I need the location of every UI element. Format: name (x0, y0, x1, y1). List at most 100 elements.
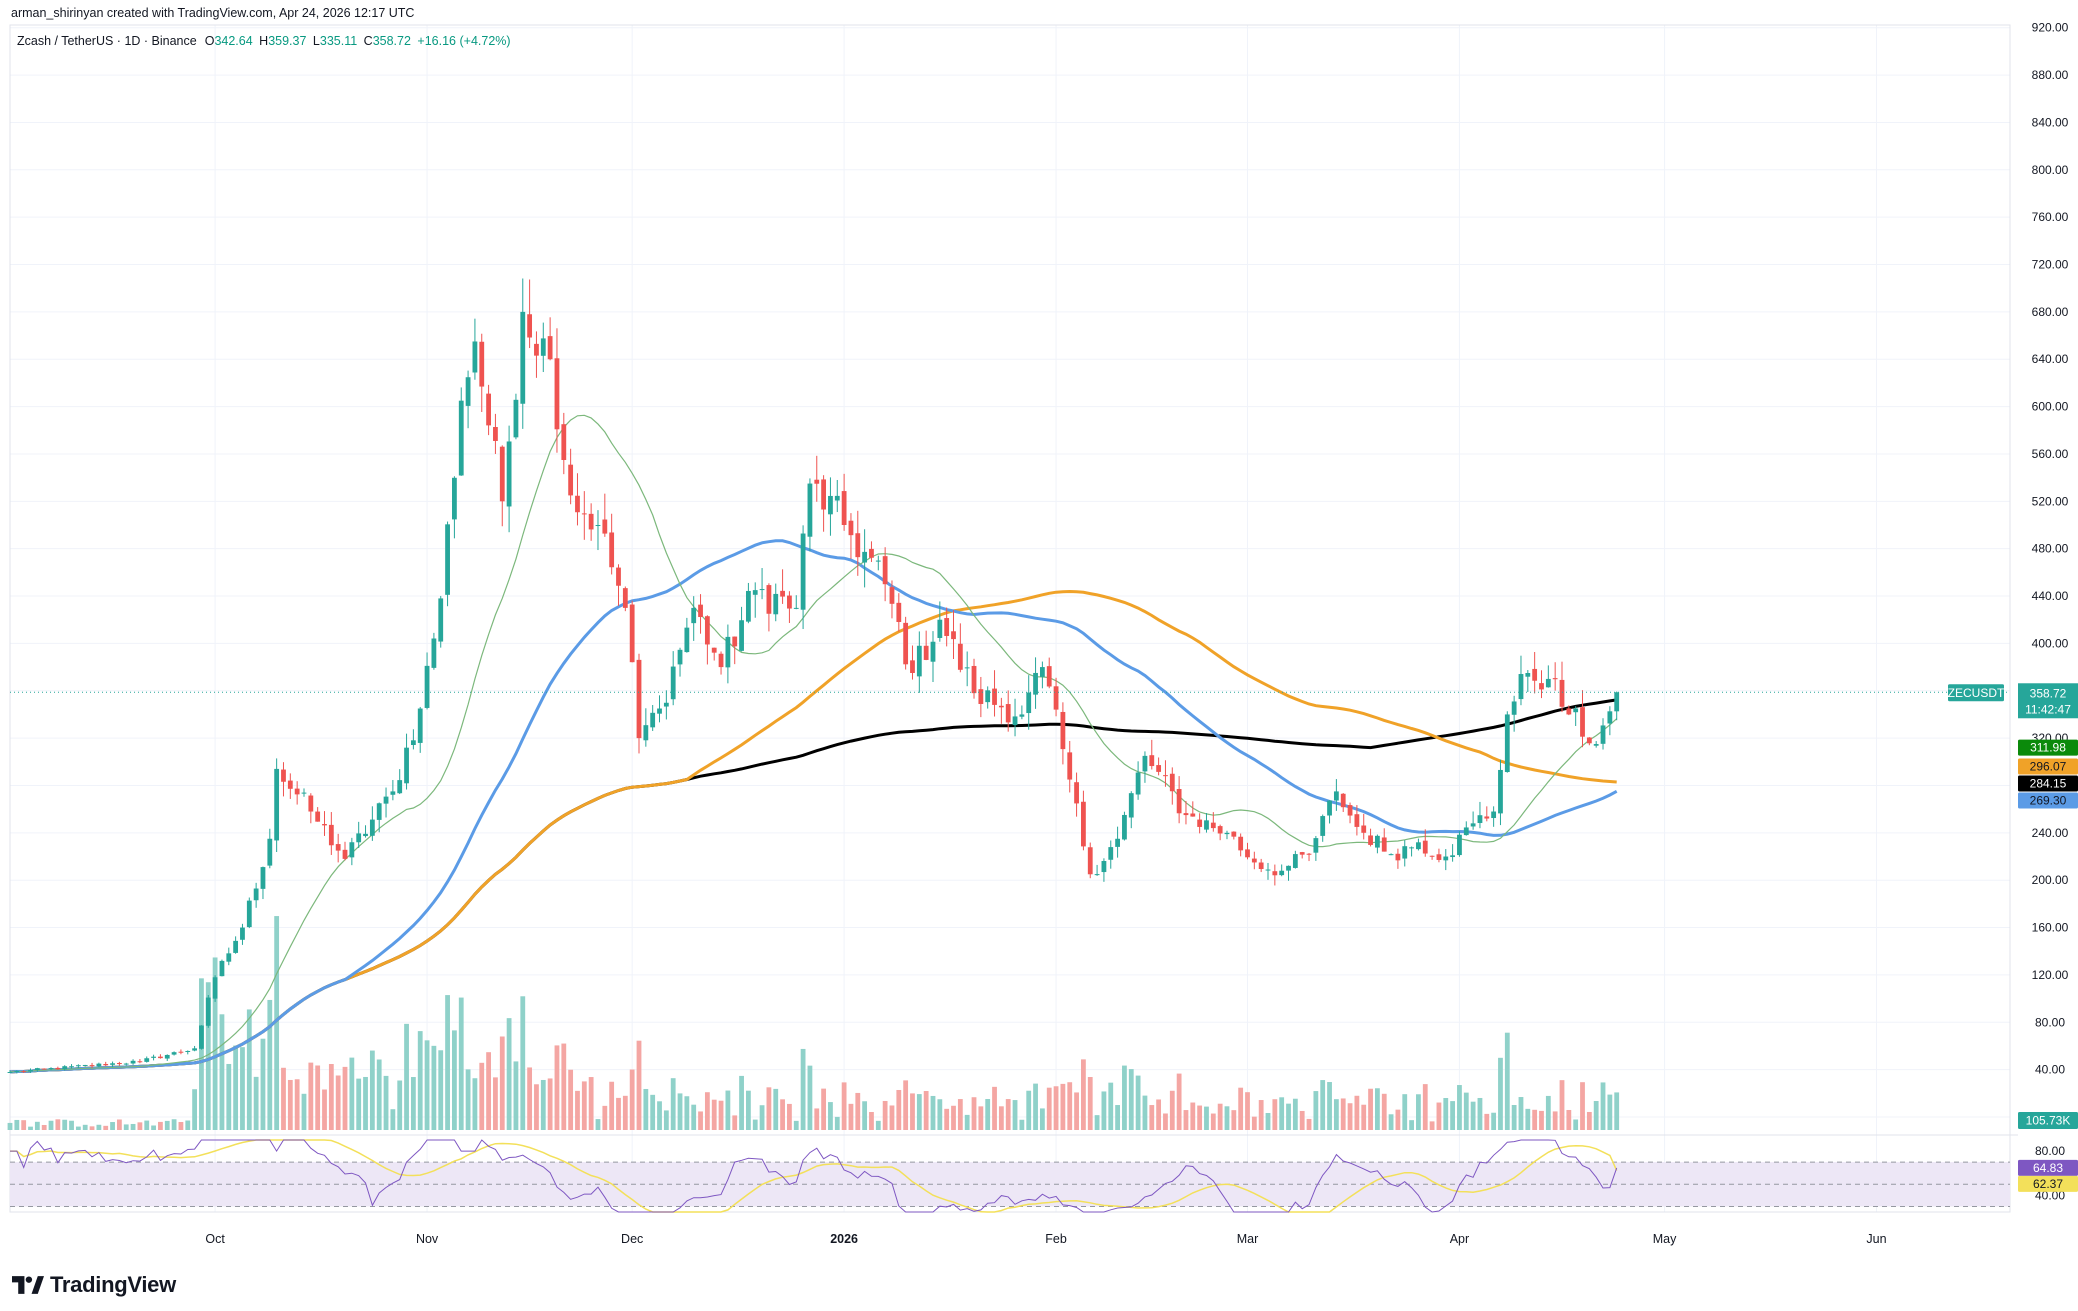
volume-bar (1019, 1119, 1025, 1130)
candle-body (1600, 725, 1606, 744)
volume-bar (465, 1069, 471, 1130)
candle-body (1580, 707, 1585, 737)
volume-bar (417, 1031, 423, 1130)
volume-bar (1333, 1099, 1339, 1130)
volume-bar (1395, 1109, 1401, 1130)
volume-bar (780, 1099, 785, 1130)
price-tick-label: 680.00 (2032, 305, 2069, 319)
candle-body (1463, 827, 1469, 836)
volume-bar (1354, 1095, 1360, 1130)
ma-100-line (9, 589, 1617, 1074)
volume-bar (1470, 1101, 1476, 1130)
volume-bar (151, 1125, 156, 1130)
volume-bar (69, 1120, 74, 1130)
candle-body (828, 495, 833, 515)
volume-bar (937, 1099, 943, 1130)
candle-body (1436, 854, 1442, 860)
volume-bar (691, 1104, 697, 1130)
volume-bar (493, 1077, 498, 1130)
candle-body (944, 618, 950, 636)
candle-body (486, 393, 491, 426)
volume-bar (951, 1105, 956, 1130)
candle-body (903, 622, 909, 665)
candle-body (151, 1056, 156, 1058)
candle-body (506, 441, 512, 507)
candle-body (164, 1054, 170, 1059)
candle-body (1197, 819, 1203, 827)
ma-20-badge: 311.98 (2030, 741, 2066, 755)
candle-body (110, 1063, 115, 1065)
volume-bar (246, 1009, 252, 1130)
candle-body (1422, 840, 1428, 854)
tradingview-brand[interactable]: TradingView (12, 1272, 176, 1298)
candle-body (752, 590, 758, 595)
volume-bar (992, 1086, 997, 1130)
volume-bar (1067, 1082, 1073, 1130)
candle-body (376, 803, 382, 820)
symbol-legend[interactable]: Zcash / TetherUS · 1D · Binance O342.64 H… (17, 34, 514, 48)
candle-body (1333, 791, 1339, 801)
volume-bar (1518, 1097, 1524, 1130)
ma-200-badge: 284.15 (2030, 776, 2067, 790)
candle-body (588, 513, 594, 530)
candle-body (704, 616, 710, 645)
candle-body (1518, 674, 1524, 700)
candle-body (424, 665, 430, 708)
candle-body (1559, 679, 1565, 707)
candle-body (643, 725, 649, 741)
candlestick-series (7, 278, 1620, 1074)
volume-bar (650, 1094, 656, 1130)
volume-bar (1607, 1094, 1613, 1130)
candle-body (1210, 822, 1216, 829)
symbol-title[interactable]: Zcash / TetherUS · 1D · Binance (17, 34, 197, 48)
candle-body (493, 427, 498, 441)
candle-body (1149, 755, 1155, 767)
volume-bar (821, 1088, 827, 1130)
volume-bar (1224, 1106, 1230, 1130)
candle-body (445, 524, 450, 595)
volume-bar (739, 1075, 744, 1130)
volume-bar (1163, 1113, 1168, 1130)
candle-body (1368, 835, 1373, 845)
candle-body (14, 1070, 20, 1072)
ma-50-line (9, 539, 1618, 1074)
volume-bar (294, 1079, 300, 1130)
price-tick-label: 240.00 (2032, 826, 2069, 840)
candle-body (862, 551, 868, 563)
volume-bar (916, 1094, 922, 1130)
candle-body (185, 1050, 191, 1052)
candle-body (1607, 711, 1613, 724)
volume-bar (1539, 1110, 1544, 1130)
candle-body (1128, 793, 1134, 818)
volume-bar (1559, 1080, 1565, 1130)
volume-bar (1292, 1098, 1298, 1130)
volume-bar (752, 1119, 758, 1130)
volume-bar (1128, 1069, 1134, 1130)
volume-bar (1532, 1109, 1538, 1130)
candle-body (889, 587, 895, 604)
volume-bar (123, 1124, 129, 1130)
volume-bar (834, 1116, 840, 1130)
volume-bar (274, 916, 280, 1130)
candle-body (144, 1058, 150, 1062)
rsi-pane (10, 1139, 2010, 1213)
rsi-ma-badge-bg (2018, 1175, 2078, 1192)
volume-bar (1149, 1105, 1155, 1130)
volume-bar (766, 1087, 772, 1130)
volume-bar (882, 1100, 888, 1130)
brand-name: TradingView (50, 1272, 176, 1297)
candle-body (581, 513, 587, 515)
candle-body (41, 1068, 47, 1070)
low-value: 335.11 (319, 34, 358, 48)
candle-body (1060, 711, 1066, 750)
volume-bar (349, 1057, 355, 1130)
time-tick-label: Dec (621, 1232, 643, 1246)
price-tick-label: 480.00 (2032, 542, 2069, 556)
candle-body (1586, 737, 1592, 744)
candle-body (1429, 855, 1435, 857)
candle-body (1012, 716, 1018, 726)
volume-bar (301, 1093, 307, 1130)
volume-bar (1368, 1088, 1373, 1130)
price-tick-label: 160.00 (2032, 921, 2069, 935)
